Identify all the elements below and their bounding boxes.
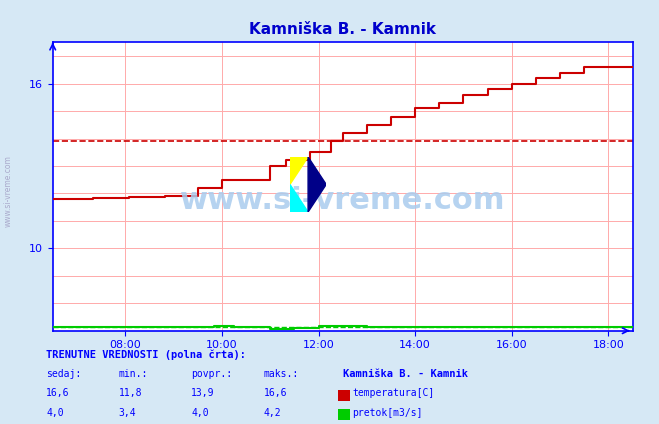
Text: 16,6: 16,6	[264, 388, 287, 399]
Text: www.si-vreme.com: www.si-vreme.com	[3, 155, 13, 227]
Text: 3,4: 3,4	[119, 407, 136, 418]
Text: Kamniška B. - Kamnik: Kamniška B. - Kamnik	[343, 369, 468, 379]
Text: min.:: min.:	[119, 369, 148, 379]
Polygon shape	[308, 157, 326, 212]
Text: sedaj:: sedaj:	[46, 369, 81, 379]
Text: 16,6: 16,6	[46, 388, 70, 399]
Text: www.si-vreme.com: www.si-vreme.com	[180, 187, 505, 215]
Text: 13,9: 13,9	[191, 388, 215, 399]
Text: 4,2: 4,2	[264, 407, 281, 418]
Text: 4,0: 4,0	[191, 407, 209, 418]
Polygon shape	[290, 157, 308, 184]
Text: TRENUTNE VREDNOSTI (polna črta):: TRENUTNE VREDNOSTI (polna črta):	[46, 350, 246, 360]
Bar	[338, 390, 350, 401]
Text: 11,8: 11,8	[119, 388, 142, 399]
Text: temperatura[C]: temperatura[C]	[353, 388, 435, 399]
Polygon shape	[290, 184, 308, 212]
Text: 4,0: 4,0	[46, 407, 64, 418]
Title: Kamniška B. - Kamnik: Kamniška B. - Kamnik	[249, 22, 436, 37]
Text: maks.:: maks.:	[264, 369, 299, 379]
Text: povpr.:: povpr.:	[191, 369, 232, 379]
Text: pretok[m3/s]: pretok[m3/s]	[353, 407, 423, 418]
Bar	[338, 409, 350, 420]
